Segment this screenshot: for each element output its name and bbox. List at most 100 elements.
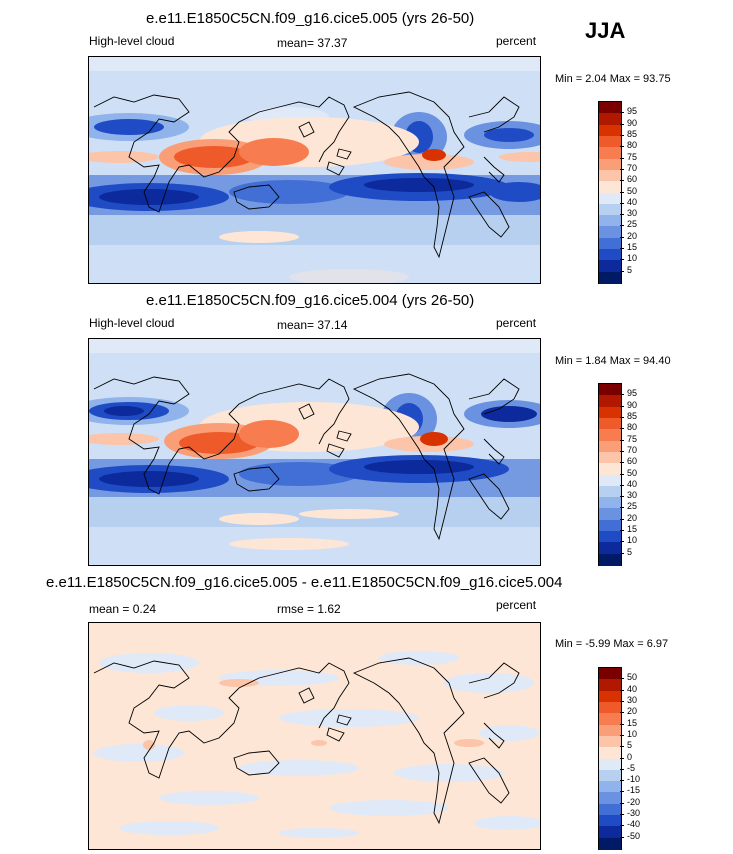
colorbar-tick-label: 25	[627, 219, 638, 230]
panel2-title: e.e11.E1850C5CN.f09_g16.cice5.004 (yrs 2…	[146, 292, 475, 309]
colorbar-tick-label: 30	[627, 208, 638, 219]
colorbar-tick-label: 40	[627, 683, 638, 694]
colorbar-swatch	[599, 803, 621, 816]
colorbar-tick	[620, 689, 624, 691]
colorbar-tick-label: 85	[627, 410, 638, 421]
colorbar-tick-label: 25	[627, 501, 638, 512]
colorbar-tick-label: 0	[627, 751, 633, 762]
colorbar-tick	[620, 507, 624, 509]
panel3-mean-label: mean = 0.24	[89, 602, 157, 616]
colorbar-tick-label: 10	[627, 253, 638, 264]
colorbar-tick-label: 90	[627, 117, 638, 128]
colorbar-swatch	[599, 113, 621, 126]
colorbar-tick	[620, 225, 624, 227]
colorbar-swatch	[599, 271, 621, 284]
colorbar-tick-label: -5	[627, 762, 636, 773]
colorbar-swatch	[599, 792, 621, 805]
colorbar-tick	[620, 780, 624, 782]
colorbar-tick-label: 40	[627, 478, 638, 489]
panel1-minmax: Min = 2.04 Max = 93.75	[555, 73, 671, 85]
colorbar-tick-label: 40	[627, 196, 638, 207]
colorbar-swatch	[599, 485, 621, 498]
colorbar-tick	[620, 814, 624, 816]
panel3-map	[88, 622, 541, 850]
colorbar-tick	[620, 202, 624, 204]
colorbar-tick	[620, 836, 624, 838]
panel1-title: e.e11.E1850C5CN.f09_g16.cice5.005 (yrs 2…	[146, 10, 475, 27]
colorbar-tick	[620, 496, 624, 498]
panel1-mean-label: mean= 37.37	[277, 36, 348, 50]
colorbar-tick-label: 60	[627, 456, 638, 467]
colorbar-tick-label: 20	[627, 512, 638, 523]
panel3-rmse-label: rmse = 1.62	[277, 602, 341, 616]
colorbar-swatch	[599, 384, 621, 396]
panel2-variable-label: High-level cloud	[89, 316, 175, 330]
colorbar-tick-label: 5	[627, 740, 633, 751]
panel1-colorbar	[598, 101, 622, 284]
colorbar-tick	[620, 191, 624, 193]
panel2-units-label: percent	[496, 316, 537, 330]
colorbar-tick	[620, 552, 624, 554]
colorbar-tick-label: 5	[627, 546, 633, 557]
colorbar-tick	[620, 734, 624, 736]
colorbar-tick	[620, 473, 624, 475]
colorbar-swatch	[599, 395, 621, 408]
colorbar-swatch	[599, 769, 621, 782]
colorbar-tick-label: 20	[627, 230, 638, 241]
season-label: JJA	[585, 18, 626, 43]
colorbar-tick-label: 80	[627, 422, 638, 433]
colorbar-swatch	[599, 747, 621, 759]
colorbar-tick	[620, 146, 624, 148]
colorbar-swatch	[599, 203, 621, 216]
colorbar-tick	[620, 157, 624, 159]
colorbar-swatch	[599, 701, 621, 714]
colorbar-tick	[620, 180, 624, 182]
colorbar-tick	[620, 541, 624, 543]
colorbar-tick	[620, 168, 624, 170]
colorbar-tick	[620, 112, 624, 114]
colorbar-swatch	[599, 668, 621, 680]
colorbar-swatch	[599, 440, 621, 453]
colorbar-tick-label: 75	[627, 151, 638, 162]
colorbar-swatch	[599, 679, 621, 692]
colorbar-swatch	[599, 124, 621, 137]
colorbar-tick	[620, 530, 624, 532]
panel2-map	[88, 338, 541, 566]
colorbar-tick-label: 20	[627, 706, 638, 717]
colorbar-tick-label: 15	[627, 717, 638, 728]
colorbar-tick	[620, 248, 624, 250]
colorbar-swatch	[599, 815, 621, 827]
colorbar-tick-label: 85	[627, 128, 638, 139]
colorbar-tick-label: 50	[627, 185, 638, 196]
colorbar-tick-label: 5	[627, 264, 633, 275]
colorbar-swatch	[599, 102, 621, 114]
colorbar-swatch	[599, 226, 621, 239]
colorbar-swatch	[599, 237, 621, 250]
colorbar-tick	[620, 757, 624, 759]
colorbar-tick-label: 15	[627, 242, 638, 253]
colorbar-tick-label: -15	[627, 785, 641, 796]
colorbar-tick	[620, 405, 624, 407]
colorbar-tick-label: 50	[627, 467, 638, 478]
colorbar-tick	[620, 518, 624, 520]
colorbar-tick	[620, 439, 624, 441]
colorbar-tick-label: 30	[627, 490, 638, 501]
colorbar-tick-label: -20	[627, 796, 641, 807]
colorbar-swatch	[599, 417, 621, 430]
colorbar-swatch	[599, 713, 621, 726]
colorbar-tick-label: 15	[627, 524, 638, 535]
colorbar-tick	[620, 123, 624, 125]
colorbar-tick	[620, 712, 624, 714]
colorbar-tick-label: 80	[627, 140, 638, 151]
colorbar-swatch	[599, 542, 621, 555]
colorbar-tick-label: -40	[627, 819, 641, 830]
colorbar-swatch	[599, 181, 621, 193]
colorbar-tick-label: 60	[627, 174, 638, 185]
colorbar-tick	[620, 700, 624, 702]
colorbar-swatch	[599, 135, 621, 148]
colorbar-swatch	[599, 406, 621, 419]
colorbar-tick	[620, 236, 624, 238]
panel1-units-label: percent	[496, 34, 537, 48]
colorbar-tick	[620, 450, 624, 452]
colorbar-tick	[620, 270, 624, 272]
